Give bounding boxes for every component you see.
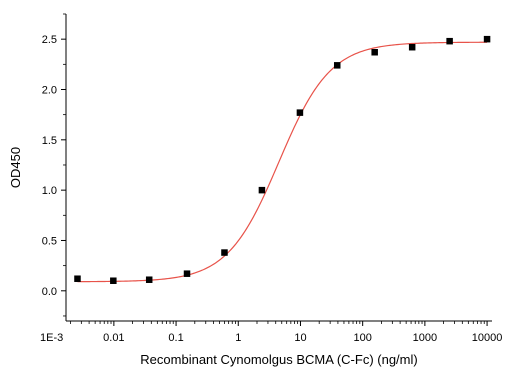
y-tick-label: 1.5 xyxy=(42,135,57,147)
y-tick-label: 2.5 xyxy=(42,34,57,46)
x-tick-label: 0.01 xyxy=(103,332,124,344)
x-axis-title: Recombinant Cynomolgus BCMA (C-Fc) (ng/m… xyxy=(140,352,417,367)
data-point xyxy=(296,109,304,116)
x-tick-label: 100 xyxy=(353,332,371,344)
data-point xyxy=(145,276,153,283)
data-point xyxy=(446,37,453,45)
data-point xyxy=(221,249,228,256)
x-axis-ticks: 1E-3 0.01 0.1 1 10 100 1000 10000 xyxy=(40,321,502,344)
data-point xyxy=(483,35,491,43)
data-point xyxy=(371,48,378,56)
data-point xyxy=(408,43,416,51)
plot-frame xyxy=(65,14,492,322)
data-point xyxy=(333,62,341,69)
data-point xyxy=(74,275,81,282)
y-axis-ticks: 0.0 0.5 1.0 1.5 2.0 2.5 xyxy=(42,13,66,317)
x-tick-label: 1E-3 xyxy=(40,332,63,344)
x-tick-label: 0.1 xyxy=(168,332,183,344)
data-point xyxy=(110,277,117,284)
data-point xyxy=(183,270,191,277)
x-tick-label: 1000 xyxy=(413,332,437,344)
y-tick-label: 0.0 xyxy=(42,286,57,298)
y-tick-label: 0.5 xyxy=(42,235,57,247)
y-axis-title: OD450 xyxy=(8,147,23,188)
y-tick-label: 2.0 xyxy=(42,84,57,96)
data-points xyxy=(74,35,491,284)
x-tick-label: 10000 xyxy=(472,332,503,344)
fit-curve xyxy=(77,41,488,283)
x-tick-label: 10 xyxy=(294,332,306,344)
y-tick-label: 1.0 xyxy=(42,185,57,197)
x-tick-label: 1 xyxy=(235,332,241,344)
data-point xyxy=(258,186,266,194)
